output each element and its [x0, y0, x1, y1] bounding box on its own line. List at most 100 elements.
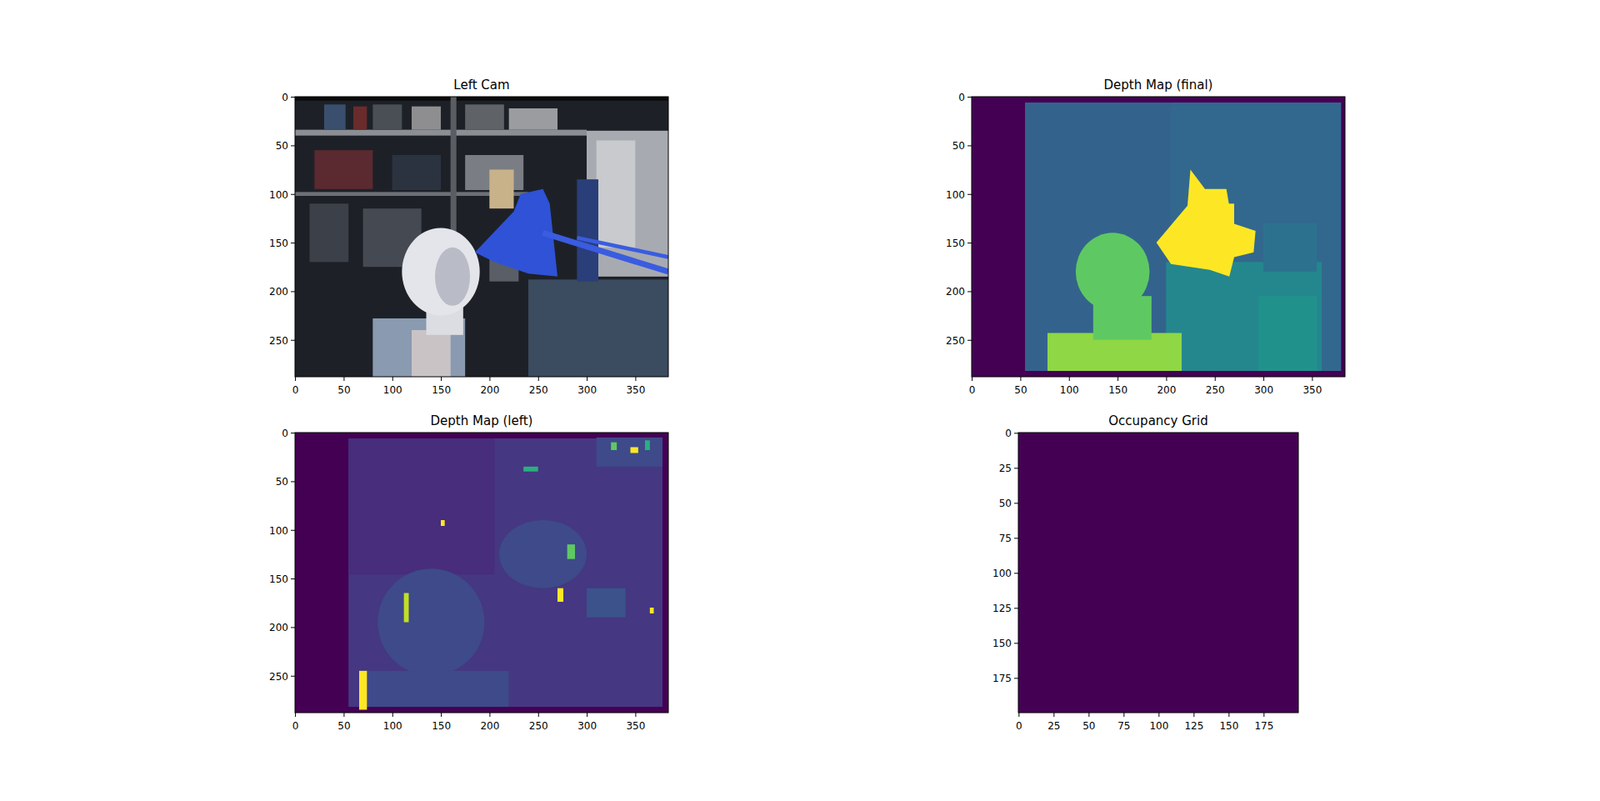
image-region: [401, 228, 480, 316]
x-tick: [392, 376, 394, 381]
y-tick-label: 125: [992, 602, 1012, 615]
x-tick-label: 0: [969, 384, 976, 396]
x-tick: [295, 376, 296, 381]
image-region: [499, 520, 587, 589]
image-region: [377, 568, 485, 675]
y-tick-label: 100: [992, 567, 1012, 580]
x-tick: [1193, 712, 1195, 717]
x-tick: [538, 712, 540, 717]
image-region: [411, 330, 451, 377]
title: Occupancy Grid: [1108, 413, 1208, 429]
y-tick: [1014, 607, 1019, 609]
x-tick-label: 150: [431, 720, 451, 732]
x-tick: [1263, 712, 1265, 717]
x-tick-label: 300: [1254, 384, 1274, 396]
image-region: [567, 544, 575, 560]
y-tick-label: 250: [945, 335, 965, 347]
x-tick: [343, 376, 345, 381]
y-tick: [1014, 572, 1019, 574]
title: Left Cam: [453, 77, 510, 93]
image-region: [363, 670, 510, 707]
image-region: [645, 440, 650, 450]
x-tick-label: 250: [529, 720, 549, 732]
axes-frame: [971, 96, 1345, 377]
x-tick: [971, 376, 973, 381]
y-tick-label: 0: [1005, 427, 1012, 440]
x-tick-label: 300: [577, 384, 597, 396]
image-region: [1156, 170, 1256, 277]
x-tick-label: 250: [529, 384, 549, 396]
x-tick: [440, 712, 442, 717]
y-tick-label: 200: [945, 285, 965, 298]
y-tick: [290, 194, 295, 195]
x-tick: [1020, 376, 1021, 381]
title: Depth Map (final): [1104, 77, 1214, 93]
image-region: [971, 96, 1345, 377]
image-region: [586, 588, 626, 618]
image-region: [489, 170, 514, 210]
image-region: [509, 108, 558, 130]
x-tick-label: 0: [1015, 720, 1023, 732]
y-tick-label: 0: [281, 91, 289, 104]
x-tick: [635, 712, 636, 717]
image: [1018, 432, 1299, 713]
x-tick-label: 50: [337, 384, 350, 396]
x-tick: [343, 712, 345, 717]
x-tick-label: 250: [1205, 384, 1225, 396]
image-region: [543, 232, 670, 272]
y-tick: [290, 242, 295, 244]
x-tick: [1053, 712, 1055, 717]
x-tick: [1088, 712, 1090, 717]
image-pixels: [1018, 432, 1299, 713]
y-tick: [1014, 467, 1019, 469]
x-tick-label: 50: [1014, 384, 1027, 396]
x-tick: [489, 712, 490, 717]
y-tick: [290, 432, 295, 434]
y-tick: [290, 530, 295, 531]
subplot: 050100150200250300350050100150200250Dept…: [945, 77, 1345, 396]
x-tick: [1117, 376, 1119, 381]
x-tick-label: 350: [1302, 384, 1322, 396]
x-tick-label: 350: [625, 384, 645, 396]
image-region: [404, 593, 410, 623]
subplot: 050100150200250300350050100150200250Left…: [269, 77, 669, 396]
image-region: [557, 588, 564, 602]
x-tick-label: 0: [292, 720, 300, 732]
y-tick: [290, 480, 295, 482]
y-tick: [967, 96, 972, 98]
image-region: [353, 106, 367, 130]
image-region: [1018, 432, 1299, 713]
y-tick-label: 75: [999, 532, 1012, 545]
image-region: [610, 442, 617, 450]
x-tick: [1018, 712, 1020, 717]
x-tick-label: 100: [383, 384, 403, 396]
image-region: [1258, 295, 1317, 371]
y-tick-label: 100: [269, 525, 289, 537]
x-tick: [1165, 376, 1167, 381]
subplot: 050100150200250300350050100150200250Dept…: [269, 413, 669, 732]
image-region: [372, 104, 402, 130]
axes-frame: [295, 96, 669, 377]
x-tick-label: 50: [337, 720, 350, 732]
y-tick: [967, 340, 972, 341]
y-tick-label: 175: [992, 672, 1012, 685]
y-tick: [967, 290, 972, 292]
y-tick: [1014, 432, 1019, 434]
image-region: [295, 96, 669, 101]
x-tick-label: 350: [625, 720, 645, 732]
image: [971, 96, 1345, 377]
y-tick-label: 50: [275, 140, 289, 152]
axes-frame: [295, 432, 669, 713]
y-tick-label: 0: [281, 427, 289, 440]
x-tick-label: 125: [1184, 720, 1204, 732]
image-region: [596, 140, 636, 248]
y-tick: [1014, 677, 1019, 679]
image-region: [1025, 102, 1171, 371]
y-tick-label: 150: [269, 573, 289, 585]
image-region: [295, 130, 587, 136]
image-region: [630, 447, 639, 454]
x-tick: [1228, 712, 1230, 717]
x-tick: [295, 712, 296, 717]
y-tick-label: 250: [269, 335, 289, 347]
y-tick: [967, 145, 972, 146]
